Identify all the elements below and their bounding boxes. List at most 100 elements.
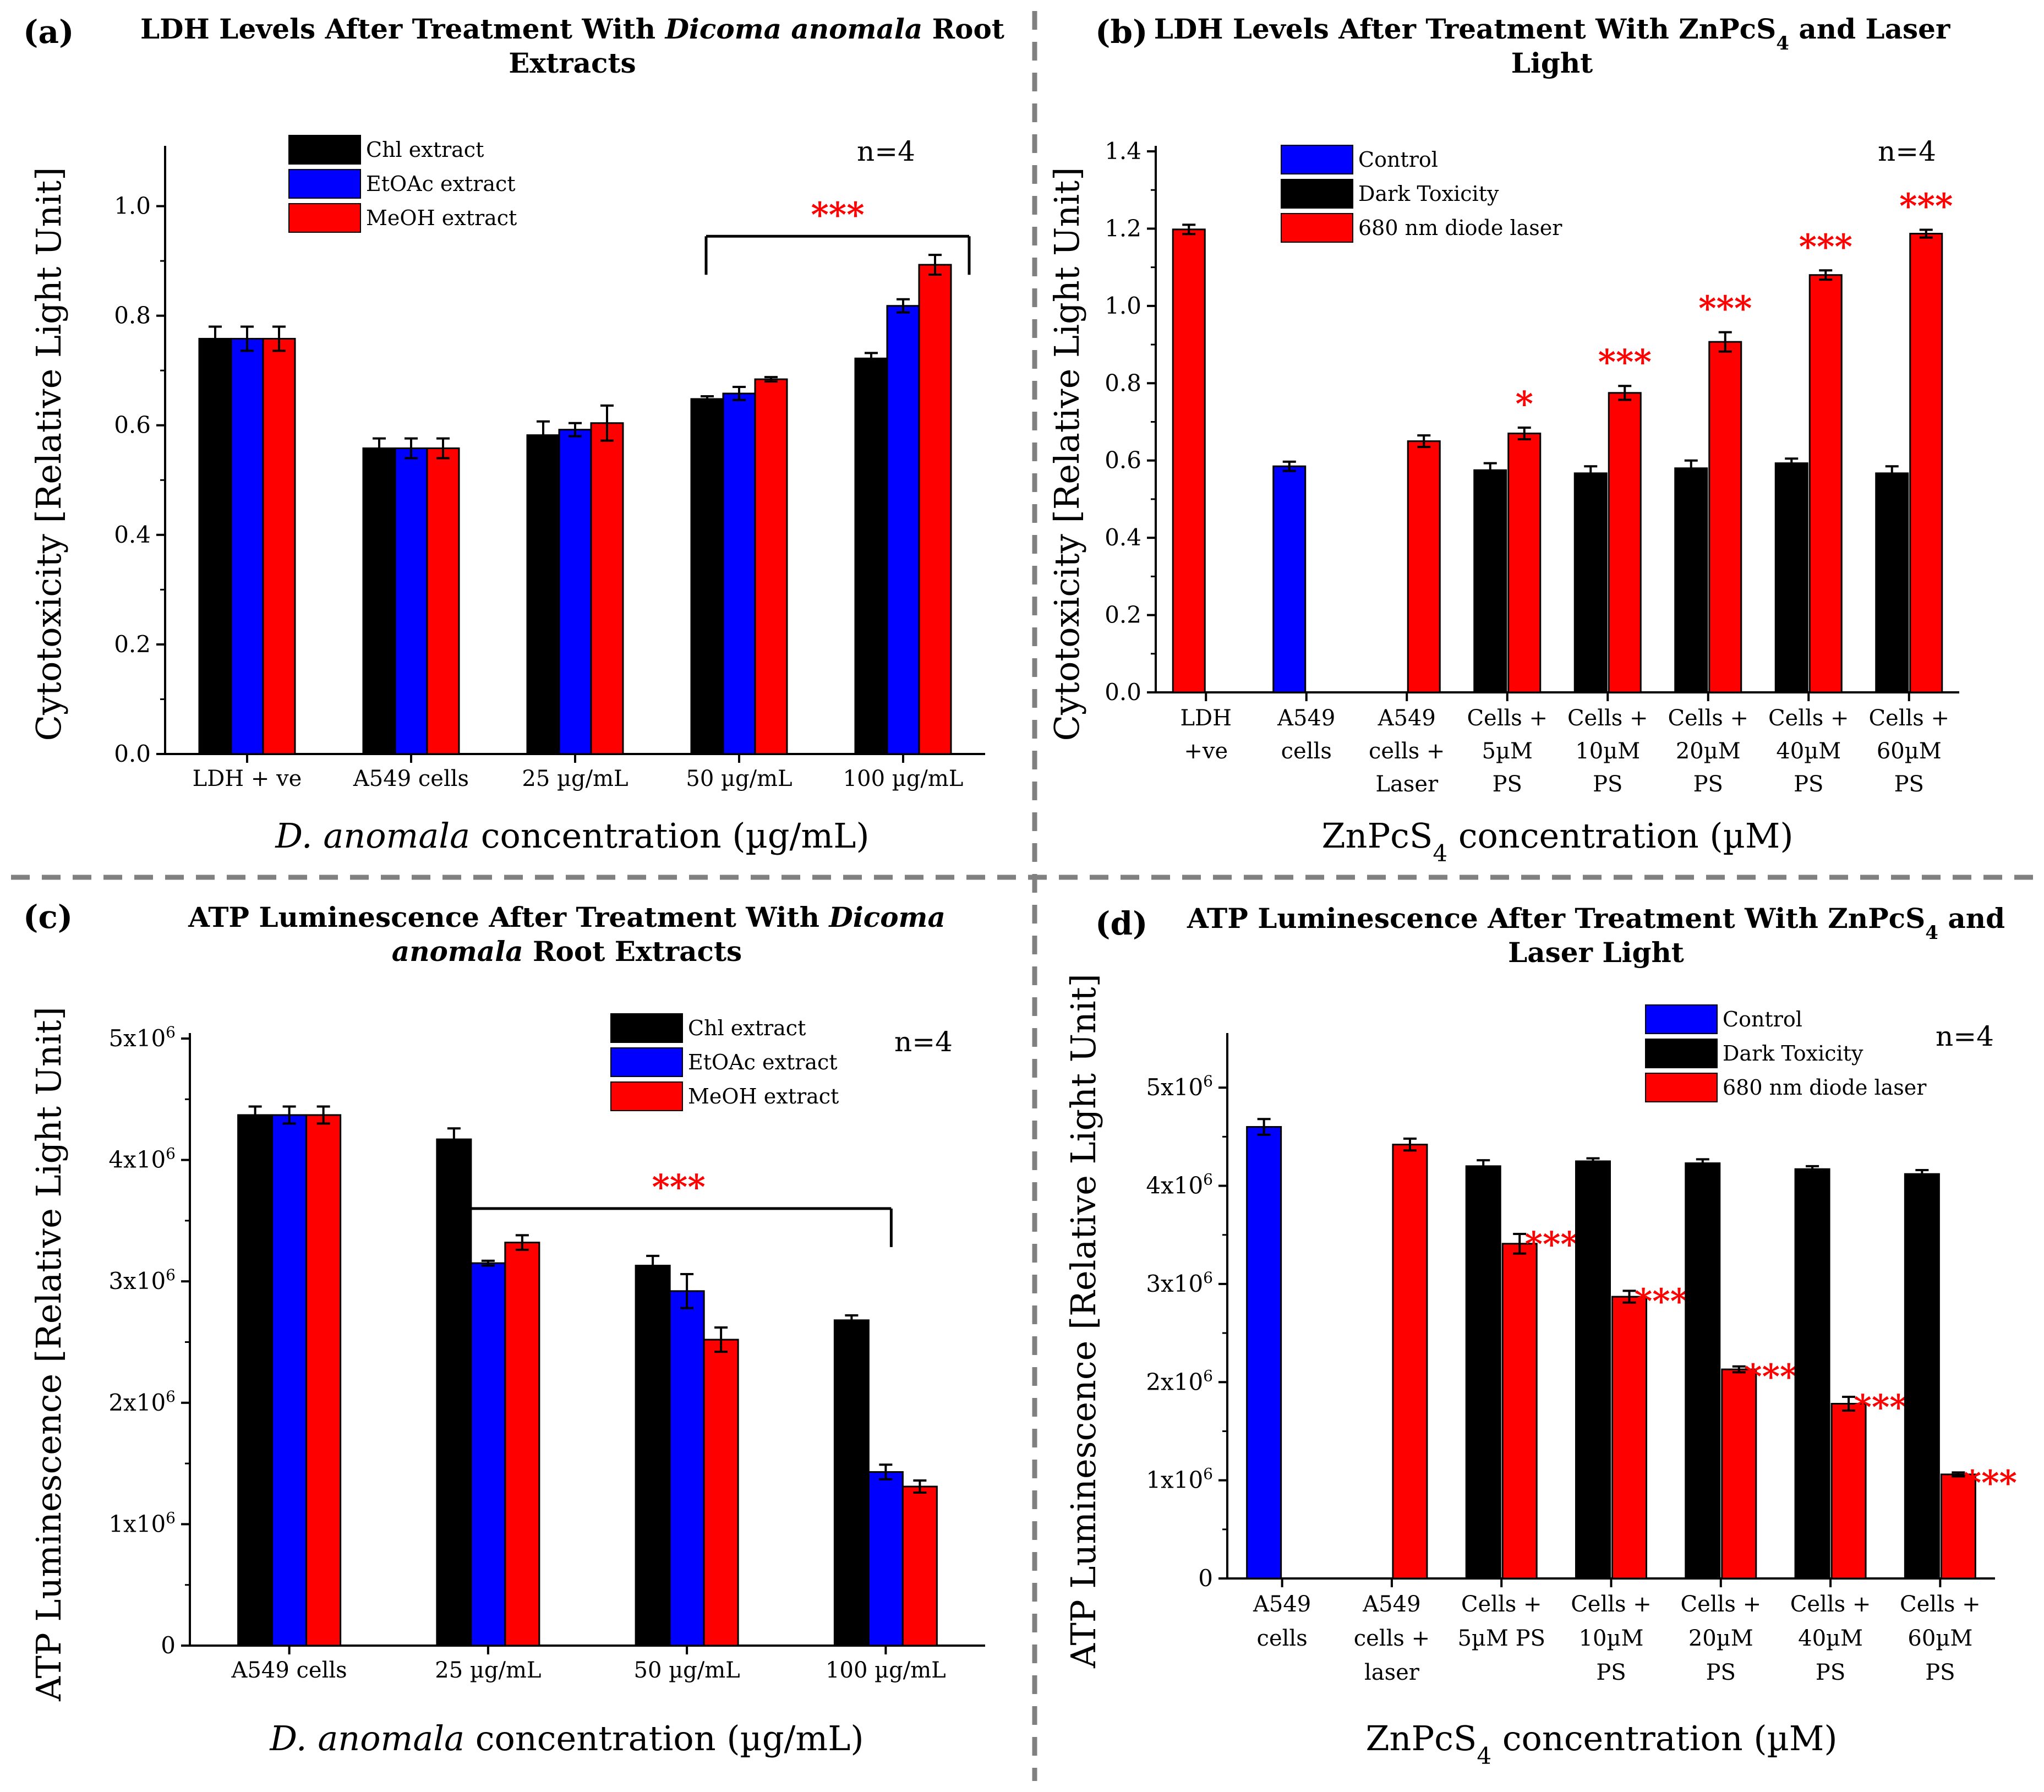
panel-b-title-part: 4 <box>1776 32 1789 54</box>
panel-b-ytick-label: 0.2 <box>1105 602 1141 629</box>
panel-d-bar-dark-toxicity <box>1685 1162 1721 1580</box>
panel-d-ytick-label: 0 <box>1198 1565 1213 1592</box>
panel-b-category-label: Laser <box>1375 772 1439 797</box>
panel-d-ytick-exp: 6 <box>1203 1465 1213 1483</box>
panel-b-bar-680-nm-diode-laser <box>1172 228 1206 693</box>
panel-a-bar-etoac-extract <box>394 447 428 755</box>
panel-b-category-label: PS <box>1593 772 1622 797</box>
panel-b-ytick-label: 1.2 <box>1105 215 1141 242</box>
panel-d-ytick-base: 3x10 <box>1146 1270 1203 1297</box>
panel-a-bracket-stars: *** <box>811 194 864 234</box>
panel-a-bar-etoac-extract <box>230 337 264 755</box>
panel-d-legend-swatch <box>1645 1073 1718 1102</box>
panel-c-ytick-exp: 6 <box>166 1144 176 1162</box>
panel-c-bar-chl-extract <box>635 1265 671 1647</box>
panel-c-ytick-exp: 6 <box>166 1509 176 1527</box>
panel-d-category-label: 60µM <box>1908 1626 1972 1651</box>
panel-d-ytick-label: 3x106 <box>1146 1268 1213 1297</box>
panel-d-category-label: Cells + <box>1461 1592 1542 1617</box>
panel-d-label: (d) <box>1095 905 1147 942</box>
panel-d-legend-label: 680 nm diode laser <box>1723 1075 1927 1100</box>
panel-b-bar-680-nm-diode-laser <box>1708 341 1742 693</box>
panel-b-legend-swatch <box>1281 145 1353 174</box>
panel-b-ytick-label: 0.0 <box>1105 679 1141 706</box>
panel-a-category-label: 50 µg/mL <box>686 766 792 791</box>
panel-b-xlabel-compound: ZnPcS <box>1321 816 1433 856</box>
panel-a-category-label: 100 µg/mL <box>843 766 964 791</box>
panel-b-bar-680-nm-diode-laser <box>1909 233 1943 693</box>
panel-d-category-label: 40µM <box>1798 1626 1863 1651</box>
panel-d-n-label: n=4 <box>1936 1020 1994 1052</box>
panel-a-ytick-label: 0.2 <box>114 631 151 658</box>
panel-a-legend-swatch <box>288 203 361 233</box>
panel-b-bar-680-nm-diode-laser <box>1407 440 1441 693</box>
panel-d-category-label: cells + <box>1354 1626 1430 1651</box>
panel-d-ytick-base: 2x10 <box>1146 1368 1203 1395</box>
panel-a-ytick-label: 0.4 <box>114 521 151 548</box>
panel-c-title2-part: anomala <box>392 935 523 968</box>
panel-b-n-label: n=4 <box>1878 135 1936 167</box>
panel-d-category-label: Cells + <box>1680 1592 1761 1617</box>
panel-b-x-axis-label: ZnPcS4 concentration (µM) <box>1321 816 1793 867</box>
panel-d-ytick-label: 1x106 <box>1146 1465 1213 1494</box>
panel-a-bar-etoac-extract <box>722 392 756 755</box>
panel-d-bar-680-nm-diode-laser <box>1940 1473 1976 1580</box>
panel-d-bar-control <box>1246 1126 1282 1580</box>
panel-b-ytick-label: 1.4 <box>1105 138 1141 165</box>
panel-c-ytick-exp: 6 <box>166 1023 176 1041</box>
panel-c-xlabel-rest: concentration (µg/mL) <box>464 1718 863 1758</box>
panel-d-category-label: 10µM <box>1579 1626 1644 1651</box>
panel-d-category-label: Cells + <box>1900 1592 1981 1617</box>
panel-d-significance-stars: *** <box>1964 1462 2017 1503</box>
panel-a-ytick-label: 0.0 <box>114 740 151 767</box>
panel-a-title-part: LDH Levels After Treatment With <box>140 13 665 45</box>
panel-b-legend-label: 680 nm diode laser <box>1358 216 1562 240</box>
panel-b-ytick-label: 0.4 <box>1105 524 1141 551</box>
panel-a-ytick-label: 0.8 <box>114 302 151 329</box>
panel-d-title-line1: ATP Luminescence After Treatment With Zn… <box>1187 902 2005 944</box>
panel-d-xlabel-sub: 4 <box>1477 1742 1491 1769</box>
panel-c-x-axis-label: D. anomala concentration (µg/mL) <box>269 1718 863 1758</box>
panel-d-ytick-exp: 6 <box>1203 1072 1213 1090</box>
panel-b-significance-stars: *** <box>1698 288 1752 329</box>
panel-c-title2-part: Root Extracts <box>523 935 742 968</box>
panel-b-category-label: A549 <box>1277 706 1335 731</box>
panel-a-title-part: Dicoma anomala <box>664 13 923 45</box>
panel-b-category-label: 60µM <box>1877 739 1942 764</box>
panel-a-ldh-extracts: (a) LDH Levels After Treatment With Dicom… <box>23 13 1004 856</box>
panel-b-ldh-znpcs4: (b) LDH Levels After Treatment With ZnPcS… <box>1047 13 1959 867</box>
panel-d-bar-dark-toxicity <box>1794 1168 1830 1580</box>
panel-a-category-label: LDH + ve <box>193 766 302 791</box>
panel-c-ytick-exp: 6 <box>166 1266 176 1284</box>
panel-b-ytick-label: 1.0 <box>1105 292 1141 319</box>
panel-c-legend-label: MeOH extract <box>688 1084 839 1108</box>
panel-a-bar-chl-extract <box>854 357 888 755</box>
panel-b-category-label: Cells + <box>1467 706 1548 731</box>
panel-c-xlabel-species: D. anomala <box>269 1718 464 1758</box>
panel-d-legend-label: Control <box>1723 1007 1802 1031</box>
panel-b-category-label: PS <box>1894 772 1924 797</box>
panel-b-significance-stars: *** <box>1899 186 1953 226</box>
panel-c-legend-swatch <box>610 1081 683 1111</box>
panel-b-legend-swatch <box>1281 213 1353 243</box>
panel-d-category-label: PS <box>1925 1660 1955 1685</box>
panel-c-legend-label: Chl extract <box>688 1016 806 1040</box>
panel-d-legend-label: Dark Toxicity <box>1723 1041 1863 1066</box>
panel-c-ytick-label: 2x106 <box>108 1387 176 1416</box>
panel-d-title-line2: Laser Light <box>1508 936 1684 969</box>
panel-d-ytick-label: 2x106 <box>1146 1367 1213 1396</box>
panel-d-title-part: 4 <box>1925 922 1938 944</box>
panel-a-legend-swatch <box>288 135 361 165</box>
panel-b-bar-control <box>1272 465 1307 693</box>
panel-c-bar-meoh-extract <box>305 1114 342 1647</box>
panel-a-bar-etoac-extract <box>558 429 592 755</box>
panel-b-y-axis-label: Cytotoxicity [Relative Light Unit] <box>1047 167 1087 741</box>
panel-d-category-label: A549 <box>1253 1592 1311 1617</box>
panel-c-legend-swatch <box>610 1047 683 1077</box>
panel-c-bar-chl-extract <box>833 1319 870 1647</box>
panel-a-ytick-label: 0.6 <box>114 412 151 439</box>
panel-c-label: (c) <box>23 898 73 936</box>
panel-d-bar-680-nm-diode-laser <box>1611 1296 1647 1580</box>
panel-a-bar-meoh-extract <box>590 422 624 755</box>
panel-b-bar-dark-toxicity <box>1774 462 1808 693</box>
